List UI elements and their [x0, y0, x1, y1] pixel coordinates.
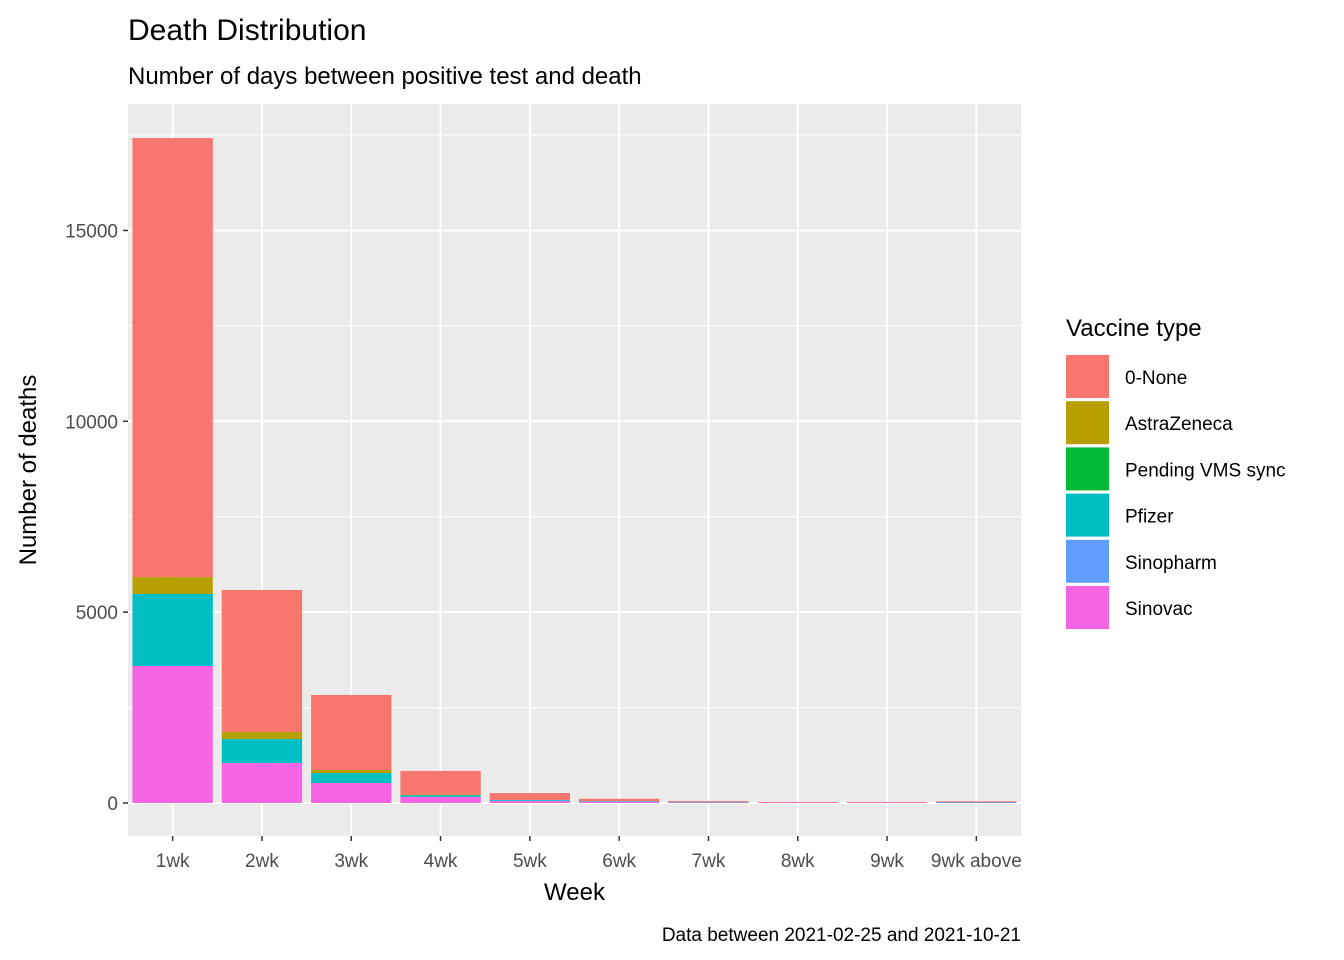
bar-segment-astrazeneca — [311, 769, 392, 774]
bar-segment-0-none — [668, 801, 749, 802]
bar-segment-sinovac — [489, 801, 571, 803]
bar-segment-pfizer — [400, 795, 481, 797]
legend-swatch — [1066, 539, 1109, 583]
bar-stack-6wk — [578, 798, 660, 803]
bar-segment-0-none — [489, 793, 571, 800]
legend-label: AstraZeneca — [1125, 414, 1233, 435]
x-tick-label: 1wk — [156, 851, 190, 872]
bar-segment-sinovac — [132, 665, 213, 803]
bar-segment-sinovac — [578, 801, 660, 803]
x-axis: 1wk 2wk 3wk 4wk 5wk 6wk 7wk 8wk 9wk 9wk above — [156, 836, 1022, 872]
y-tick-label: 15000 — [65, 221, 118, 242]
legend-swatch — [1066, 447, 1109, 491]
y-axis: 0 5000 10000 15000 — [65, 221, 128, 815]
bar-segment-astrazeneca — [221, 732, 303, 740]
bar-segment-pfizer — [578, 801, 660, 802]
legend-item: AstraZeneca — [1066, 401, 1233, 445]
legend-label: Pending VMS sync — [1125, 460, 1286, 481]
bar-segment-0-none — [846, 802, 928, 803]
x-tick-label: 9wk above — [931, 851, 1022, 872]
bar-segment-pfizer — [668, 801, 749, 803]
legend-item: Pfizer — [1066, 493, 1174, 537]
bar-segment-astrazeneca — [400, 794, 481, 796]
bar-segment-sinovac — [221, 762, 303, 803]
bar-segment-pfizer — [221, 739, 303, 763]
legend-item: 0-None — [1066, 355, 1187, 398]
bar-stack-9wk — [846, 802, 928, 803]
legend-label: Pfizer — [1125, 507, 1174, 528]
bar-segment-sinopharm — [578, 801, 660, 803]
bar-stack-4wk — [400, 770, 481, 803]
bars — [132, 138, 1017, 803]
y-axis-title: Number of deaths — [15, 375, 42, 566]
bar-segment-0-none — [132, 138, 213, 578]
bar-segment-sinovac — [757, 802, 838, 803]
bar-stack-2wk — [221, 590, 303, 803]
legend-label: Sinopharm — [1125, 553, 1217, 574]
y-tick-label: 10000 — [65, 412, 118, 433]
bar-stack-1wk — [132, 138, 213, 803]
legend-item: Sinovac — [1066, 586, 1193, 629]
legend-item: Pending VMS sync — [1066, 447, 1286, 491]
bar-segment-astrazeneca — [132, 577, 213, 595]
legend-swatch — [1066, 586, 1109, 629]
chart-caption: Data between 2021-02-25 and 2021-10-21 — [662, 925, 1021, 946]
legend-title: Vaccine type — [1066, 315, 1202, 342]
bar-segment-pfizer — [936, 802, 1017, 803]
bar-stack-5wk — [489, 793, 571, 803]
x-tick-label: 2wk — [245, 851, 279, 872]
bar-segment-sinovac — [400, 796, 481, 803]
y-tick-label: 0 — [107, 794, 118, 815]
x-tick-label: 4wk — [424, 851, 458, 872]
bar-segment-0-none — [936, 801, 1017, 803]
x-tick-label: 6wk — [602, 851, 636, 872]
legend-swatch — [1066, 493, 1109, 537]
x-tick-label: 5wk — [513, 851, 547, 872]
x-tick-label: 8wk — [781, 851, 815, 872]
bar-segment-pfizer — [132, 594, 213, 666]
bar-stack-7wk — [668, 801, 749, 803]
bar-segment-0-none — [757, 802, 838, 803]
x-tick-label: 9wk — [870, 851, 904, 872]
legend-swatch — [1066, 401, 1109, 445]
chart-subtitle: Number of days between positive test and… — [128, 63, 642, 90]
bar-segment-pfizer — [311, 773, 392, 783]
legend-item: Sinopharm — [1066, 539, 1217, 583]
bar-segment-0-none — [311, 694, 392, 770]
legend: Vaccine type 0-None AstraZeneca Pending VM… — [1066, 315, 1286, 629]
bar-stack-9wk-above — [936, 801, 1017, 803]
bar-segment-sinopharm — [489, 800, 571, 802]
bar-segment-sinovac — [936, 802, 1017, 803]
y-tick-label: 5000 — [76, 603, 118, 624]
bar-segment-0-none — [221, 590, 303, 733]
x-axis-title: Week — [544, 879, 606, 906]
bar-stack-8wk — [757, 802, 838, 803]
legend-label: 0-None — [1125, 368, 1187, 389]
x-tick-label: 7wk — [692, 851, 726, 872]
bar-segment-0-none — [578, 798, 660, 802]
chart-title: Death Distribution — [128, 14, 366, 47]
bar-segment-0-none — [400, 770, 481, 795]
x-tick-label: 3wk — [334, 851, 368, 872]
legend-label: Sinovac — [1125, 599, 1193, 620]
bar-segment-sinovac — [846, 802, 928, 803]
bar-segment-pfizer — [489, 799, 571, 801]
legend-swatch — [1066, 355, 1109, 398]
bar-segment-sinovac — [311, 782, 392, 803]
bar-stack-3wk — [311, 694, 392, 803]
bar-segment-sinovac — [668, 802, 749, 803]
